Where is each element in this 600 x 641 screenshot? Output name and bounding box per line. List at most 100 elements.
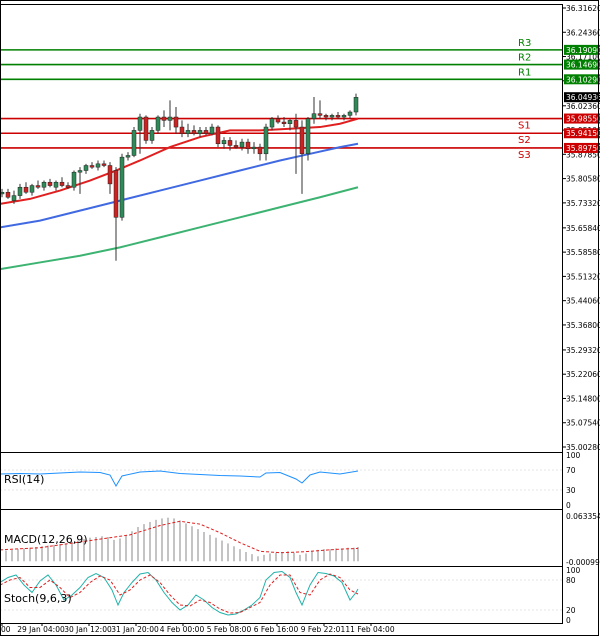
candle-body	[197, 130, 203, 134]
macd-y-tick: 0.063354	[566, 512, 600, 521]
candle-body	[275, 118, 281, 123]
macd-label: MACD(12,26,9)	[4, 533, 88, 546]
candle-body	[299, 126, 305, 155]
stoch-y-tick: 80	[566, 576, 576, 585]
ma-blue-line	[0, 142, 359, 229]
level-tag-bg	[564, 128, 600, 139]
level-tag-bg	[564, 142, 600, 153]
candle-body	[293, 120, 299, 128]
candle-body	[305, 118, 311, 155]
y-tick-label: 35.73320	[566, 199, 600, 208]
level-label: R2	[518, 53, 531, 64]
candle-body	[53, 181, 59, 188]
ma-red-line	[0, 117, 359, 205]
candle-body	[23, 186, 29, 193]
candle-body	[227, 140, 233, 146]
x-tick-label: 9 Feb 22:01	[301, 625, 346, 634]
rsi-y-tick: 0	[566, 501, 571, 510]
candle-body	[341, 115, 347, 118]
rsi-y-tick: 30	[566, 486, 576, 495]
candle-body	[311, 113, 317, 119]
level-tag-bg	[564, 59, 600, 70]
candle-body	[161, 116, 167, 121]
candle-body	[347, 111, 353, 116]
candle-body	[167, 116, 173, 121]
candle-body	[131, 130, 137, 156]
candle-body	[203, 130, 209, 134]
current-price-bg	[564, 92, 600, 103]
macd-pane: 0.063354 -0.000992 MACD(12,26,9)	[0, 509, 600, 567]
macd-signal-line	[0, 520, 359, 554]
candle-body	[335, 115, 341, 118]
candle-body	[233, 145, 239, 148]
stoch-y-tick: 0	[566, 616, 571, 625]
candle-body	[143, 116, 149, 141]
candle-body	[329, 115, 335, 118]
level-tag: 35.89750	[566, 144, 600, 153]
y-tick-label: 35.22060	[566, 370, 600, 379]
candle-body	[47, 181, 53, 186]
candle-body	[317, 113, 323, 116]
y-tick-label: 35.58580	[566, 248, 600, 257]
candle-body	[113, 170, 119, 218]
y-tick-label: 36.17100	[566, 53, 600, 62]
candle-body	[257, 146, 263, 155]
rsi-label: RSI(14)	[4, 473, 44, 486]
rsi-y-tick: 100	[566, 451, 581, 460]
candle-body	[107, 165, 113, 185]
candle-body	[89, 165, 95, 168]
y-tick-label: 35.80580	[566, 175, 600, 184]
candle-body	[125, 155, 131, 158]
y-tick-label: 36.31620	[566, 4, 600, 13]
candle-body	[353, 97, 359, 113]
candle-body	[191, 130, 197, 134]
x-tick-label: 4 Feb 00:00	[160, 625, 205, 634]
level-tag: 36.14690	[566, 61, 600, 70]
level-label: S2	[518, 135, 531, 146]
candle-body	[173, 116, 179, 128]
x-tick-label: 31 Jan 20:00	[111, 625, 159, 634]
x-tick-label: 6 Feb 16:00	[254, 625, 299, 634]
x-tick-label: 11 Feb 04:00	[345, 625, 394, 634]
main-price-pane: 36.3162036.2436036.1710036.0984036.02360…	[0, 4, 600, 453]
level-tag-bg	[564, 113, 600, 124]
candle-body	[239, 141, 245, 148]
y-tick-label: 35.07540	[566, 419, 600, 428]
candle-body	[137, 116, 143, 131]
candle-body	[269, 118, 275, 128]
candle-body	[65, 185, 71, 188]
candle-body	[215, 126, 221, 145]
candle-body	[41, 181, 47, 188]
candle-body	[35, 185, 41, 188]
candle-body	[185, 130, 191, 134]
candle-body	[77, 170, 83, 173]
y-tick-label: 35.65840	[566, 224, 600, 233]
candle-body	[251, 146, 257, 150]
candle-body	[221, 140, 227, 145]
pane-frame	[0, 4, 563, 453]
candle-body	[209, 126, 215, 134]
candle-body	[287, 120, 293, 124]
candle-body	[59, 181, 65, 186]
candle-body	[245, 141, 251, 150]
level-tag-bg	[564, 44, 600, 55]
ma-green-line	[0, 186, 359, 271]
y-tick-label: 35.87850	[566, 150, 600, 159]
rsi-pane: 100 70 30 0 RSI(14)	[0, 451, 581, 510]
candle-body	[11, 195, 17, 201]
y-tick-label: 35.14800	[566, 394, 600, 403]
candle-body	[281, 121, 287, 124]
candle-body	[119, 156, 125, 218]
candle-body	[101, 163, 107, 166]
candle-body	[155, 116, 161, 131]
level-label: R1	[518, 67, 531, 78]
candle-body	[71, 171, 77, 188]
x-tick-label: 00	[1, 625, 11, 634]
stoch-y-tick: 20	[566, 606, 576, 615]
candle-body	[83, 165, 89, 171]
level-tag: 36.10290	[566, 75, 600, 84]
level-label: R3	[518, 38, 531, 49]
y-tick-label: 35.00280	[566, 443, 600, 452]
